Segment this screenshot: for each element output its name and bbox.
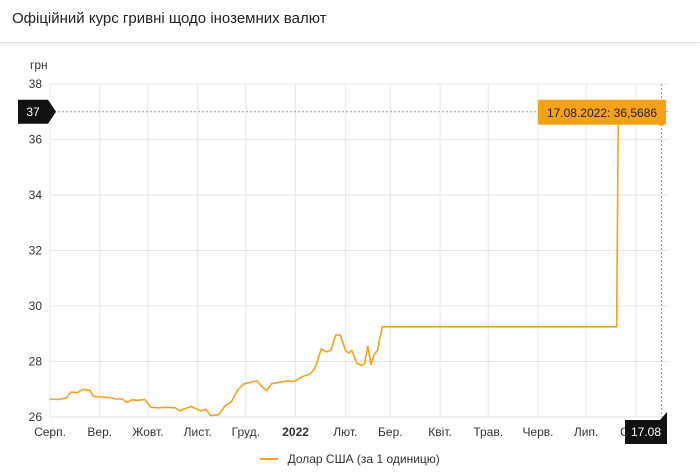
y-tick-label: 26 bbox=[29, 410, 43, 424]
x-tick-label: Лист. bbox=[184, 425, 212, 439]
chart-grid bbox=[49, 83, 668, 418]
y-tick-label: 34 bbox=[29, 188, 43, 202]
y-tick-label: 36 bbox=[29, 133, 43, 147]
x-axis-ticks: Серп. Вер. Жовт. Лист. Груд. 2022 Лют. Бер. Квіт… bbox=[34, 425, 652, 439]
x-crosshair-label-bg bbox=[625, 420, 667, 444]
x-crosshair-label-arrow bbox=[660, 412, 667, 420]
x-tick-label: Груд. bbox=[232, 425, 260, 439]
y-axis-ticks: 26 28 30 32 34 36 38 bbox=[29, 77, 43, 424]
y-crosshair-label-arrow bbox=[48, 99, 56, 124]
y-crosshair-label: 37 bbox=[26, 105, 40, 119]
page-title: Офіційний курс гривні щодо іноземних вал… bbox=[12, 10, 327, 27]
x-tick-label: 2022 bbox=[282, 425, 309, 439]
x-tick-label: Жовт. bbox=[132, 425, 163, 439]
y-tick-label: 32 bbox=[29, 244, 43, 258]
y-tick-label: 38 bbox=[29, 77, 43, 91]
page-header: Офіційний курс гривні щодо іноземних вал… bbox=[0, 0, 700, 43]
highlight-point bbox=[659, 121, 665, 127]
x-tick-label: Лют. bbox=[333, 425, 357, 439]
tooltip-text: 17.08.2022: 36,5686 bbox=[547, 106, 657, 120]
x-tick-label: Квіт. bbox=[428, 425, 452, 439]
series-layer bbox=[49, 122, 662, 417]
y-crosshair-label-bg bbox=[18, 99, 48, 124]
legend-swatch bbox=[260, 457, 279, 460]
tooltip-bg bbox=[538, 99, 666, 125]
x-tick-label: Трав. bbox=[473, 425, 503, 439]
x-tick-label: Бер. bbox=[378, 425, 403, 439]
y-tick-label: 30 bbox=[29, 299, 43, 313]
x-tick-label: Черв. bbox=[522, 425, 553, 439]
x-crosshair-label: 17.08 bbox=[631, 425, 661, 439]
x-tick-label: Вер. bbox=[87, 425, 112, 439]
crosshair: 37 17.08 17.08.2022: 36,5686 bbox=[18, 84, 668, 444]
series-line bbox=[49, 122, 662, 417]
y-tick-label: 28 bbox=[29, 355, 43, 369]
y-axis-unit-label: грн bbox=[30, 58, 48, 72]
x-tick-label: Серп. bbox=[34, 425, 66, 439]
chart-legend[interactable]: Долар США (за 1 одиницю) bbox=[0, 452, 700, 466]
x-tick-label: Лип. bbox=[574, 425, 598, 439]
legend-label: Долар США (за 1 одиницю) bbox=[287, 452, 440, 466]
